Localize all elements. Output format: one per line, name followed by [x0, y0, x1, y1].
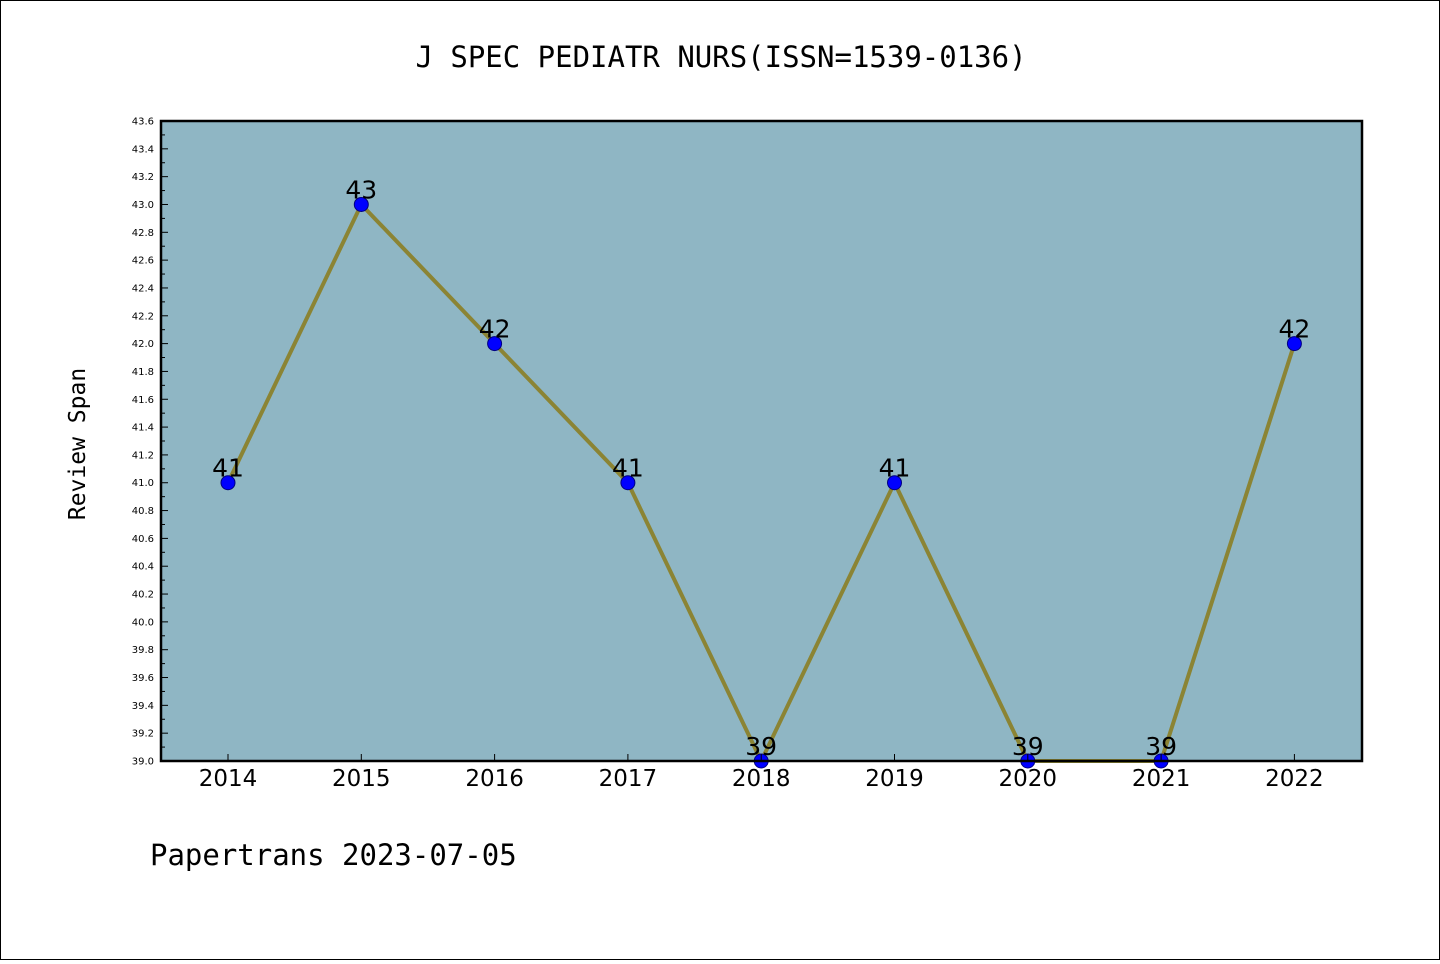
y-tick-label: 39.2	[132, 729, 154, 740]
x-tick-label: 2019	[865, 766, 924, 792]
y-tick-label: 39.6	[132, 673, 154, 684]
data-label: 41	[612, 454, 644, 483]
data-point-marker	[487, 336, 503, 352]
data-label: 43	[345, 175, 377, 204]
chart-title: J SPEC PEDIATR NURS(ISSN=1539-0136)	[415, 40, 1026, 74]
y-tick-label: 39.4	[132, 701, 154, 712]
y-tick-label: 43.2	[132, 172, 154, 183]
data-point-marker	[620, 475, 636, 491]
data-point-marker	[1286, 336, 1302, 352]
x-tick-label: 2018	[732, 766, 791, 792]
y-tick-label: 43.4	[132, 144, 154, 155]
data-label: 42	[1278, 315, 1310, 344]
data-point-marker	[220, 475, 236, 491]
y-tick-label: 42.2	[132, 311, 154, 322]
data-label: 42	[479, 315, 511, 344]
y-axis: 39.0 39.2 39.4 39.6 39.8 40.0 40.2 40.4 40.6 40.8…	[132, 117, 168, 768]
x-tick-label: 2022	[1265, 766, 1324, 792]
y-tick-label: 42.6	[132, 256, 154, 267]
y-tick-label: 41.0	[132, 478, 154, 489]
x-tick-label: 2015	[332, 766, 391, 792]
data-label: 41	[212, 454, 244, 483]
y-tick-label: 43.0	[132, 200, 154, 211]
x-axis: 2014 2015 2016 2017 2018 2019 2020 2021 2022	[199, 754, 1324, 792]
y-tick-label: 42.4	[132, 283, 154, 294]
y-tick-label: 41.8	[132, 367, 154, 378]
y-tick-label: 40.4	[132, 562, 154, 573]
x-tick-label: 2017	[599, 766, 658, 792]
y-tick-label: 40.0	[132, 617, 154, 628]
y-tick-label: 42.0	[132, 339, 154, 350]
y-tick-label: 40.2	[132, 590, 154, 601]
data-label: 41	[879, 454, 911, 483]
x-tick-label: 2020	[999, 766, 1058, 792]
x-tick-label: 2021	[1132, 766, 1191, 792]
data-point-marker	[353, 196, 369, 212]
y-tick-label: 40.8	[132, 506, 154, 517]
y-axis-label: Review Span	[65, 368, 91, 520]
x-tick-label: 2016	[465, 766, 524, 792]
y-tick-label: 40.6	[132, 534, 154, 545]
x-tick-label: 2014	[199, 766, 258, 792]
y-tick-label: 41.2	[132, 450, 154, 461]
footer-date-stamp: Papertrans 2023-07-05	[150, 838, 517, 872]
y-tick-label: 39.0	[132, 757, 154, 768]
data-point-marker	[887, 475, 902, 491]
y-tick-label: 42.8	[132, 228, 154, 239]
y-tick-label: 41.4	[132, 423, 154, 434]
plot-area	[161, 121, 1362, 761]
y-tick-label: 39.8	[132, 645, 154, 656]
y-tick-label: 41.6	[132, 395, 154, 406]
y-tick-label: 43.6	[132, 117, 154, 128]
